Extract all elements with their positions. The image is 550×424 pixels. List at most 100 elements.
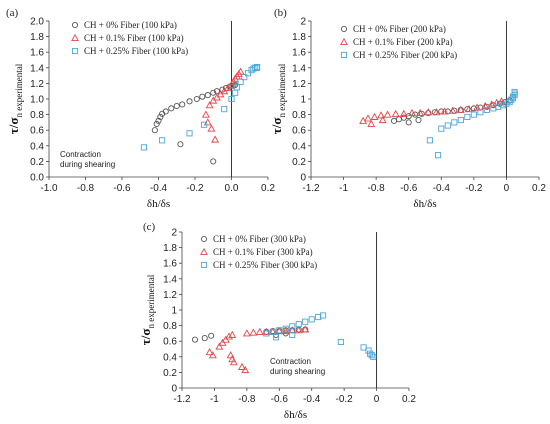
legend-marker (200, 247, 208, 256)
data-point (205, 101, 214, 109)
data-point (477, 109, 484, 116)
data-point (405, 119, 412, 126)
data-point (255, 327, 264, 335)
series-circle (151, 81, 239, 165)
y-tick-label: 0.2 (292, 157, 306, 168)
data-point (281, 326, 290, 335)
data-point (391, 109, 400, 117)
x-tick-label: -0.8 (77, 183, 95, 194)
data-point (186, 98, 193, 105)
data-point (269, 328, 276, 335)
data-point (470, 111, 477, 118)
data-point (204, 92, 211, 99)
y-tick-label: 2 (171, 228, 177, 239)
data-point (320, 312, 327, 319)
x-tick-label: -1.2 (302, 183, 320, 194)
y-tick-label: 2 (300, 17, 306, 28)
panel-label: (c) (143, 221, 156, 233)
data-point (201, 121, 208, 128)
data-point (199, 93, 206, 100)
data-point (211, 135, 220, 143)
chart-panel-1: (a) 0.0 0.2 0.4 0.6 0.8 1.0 1.2 1.4 1.6 1.8 2.0 -1.0… (6, 7, 275, 210)
data-point (370, 353, 377, 360)
data-point (399, 109, 408, 117)
series-triangle (205, 325, 310, 374)
y-axis-title-main: τ/σ (269, 118, 284, 135)
x-tick-label: -0.8 (368, 183, 386, 194)
y-tick-label: 1.6 (292, 48, 306, 59)
data-point (444, 122, 451, 129)
data-point (365, 347, 372, 354)
data-point (473, 103, 482, 111)
data-point (470, 105, 477, 112)
legend-marker (340, 37, 348, 46)
data-point (191, 336, 199, 343)
y-tick-label: 1.2 (292, 79, 306, 90)
data-point (208, 332, 215, 339)
data-point (457, 117, 464, 124)
data-point (237, 78, 244, 85)
series-square (263, 312, 377, 360)
series-square (140, 63, 261, 151)
data-point (210, 89, 217, 96)
data-point (275, 326, 284, 335)
data-point (153, 120, 160, 128)
x-tick-label: -0.8 (238, 394, 256, 405)
x-tick-label: -1.0 (40, 183, 58, 194)
data-point (231, 74, 240, 82)
x-tick-label: -1 (339, 183, 348, 194)
data-point (289, 331, 296, 339)
data-point (500, 102, 507, 109)
x-tick-label: -0.6 (400, 183, 418, 194)
data-point (155, 117, 162, 124)
data-point (226, 351, 235, 359)
legend-label: CH + 0% Fiber (200 kPa) (353, 24, 446, 34)
data-point (289, 323, 296, 330)
data-point (302, 318, 309, 325)
legend-label: CH + 0% Fiber (300 kPa) (213, 234, 306, 244)
legend-marker (200, 235, 208, 243)
x-tick-label: -0.4 (303, 394, 321, 405)
y-tick-label: 1.6 (163, 259, 177, 270)
x-tick-label: -0.2 (336, 394, 354, 405)
panel-label: (a) (6, 7, 19, 19)
data-point (391, 117, 398, 124)
y-tick-label: 1.4 (292, 63, 306, 74)
data-point (208, 351, 217, 359)
data-point (483, 106, 490, 113)
data-point (301, 325, 310, 333)
data-point (487, 100, 496, 108)
data-point (229, 358, 238, 366)
data-point (242, 329, 251, 337)
x-tick-label: -0.2 (186, 183, 204, 194)
data-point (177, 141, 184, 148)
data-point (201, 335, 208, 342)
data-point (241, 74, 248, 81)
data-point (368, 352, 375, 359)
y-tick-label: 0.0 (30, 173, 44, 184)
data-point (201, 110, 210, 118)
x-axis-title: δh/δs (284, 409, 307, 421)
legend-label: CH + 0.25% Fiber (300 kPa) (213, 260, 317, 270)
data-point (282, 325, 289, 332)
data-point (418, 110, 425, 117)
data-point (509, 93, 516, 100)
data-point (424, 108, 433, 116)
data-point (236, 67, 245, 75)
data-point (288, 326, 297, 334)
legend-label: CH + 0.1% Fiber (200 kPa) (353, 37, 453, 47)
x-axis-title: δh/δs (413, 198, 436, 210)
x-tick-label: -0.4 (150, 183, 168, 194)
data-point (395, 116, 402, 123)
data-point (253, 63, 261, 71)
x-tick-label: 0.2 (402, 394, 416, 405)
data-point (162, 108, 169, 115)
data-point (448, 106, 457, 114)
data-point (151, 127, 158, 134)
y-tick-label: 2.0 (30, 17, 44, 28)
data-point (408, 108, 416, 117)
data-point (173, 102, 180, 110)
data-point (207, 124, 216, 132)
data-point (295, 320, 302, 328)
legend-marker (340, 25, 348, 33)
